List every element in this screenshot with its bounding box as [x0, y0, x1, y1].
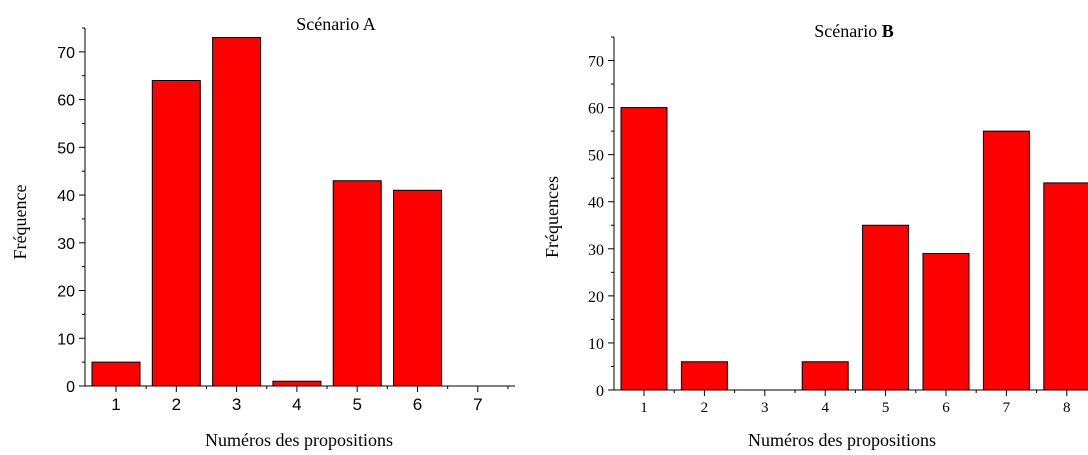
bar-2: [680, 361, 728, 391]
bar-1: [91, 361, 141, 387]
x-tick-label: 1: [640, 400, 648, 416]
bar-3: [212, 37, 262, 387]
y-tick-label: 40: [588, 195, 604, 212]
x-tick-label: 2: [701, 400, 709, 416]
y-axis-label: Fréquences: [544, 176, 562, 258]
x-tick-label: 5: [352, 395, 361, 414]
x-tick-label: 7: [1003, 400, 1011, 416]
bar-4: [272, 380, 322, 387]
chart-title-bold: B: [882, 21, 894, 41]
y-tick-label: 40: [57, 188, 75, 205]
x-tick-label: 4: [821, 400, 829, 416]
x-tick-label: 6: [942, 400, 950, 416]
y-tick-label: 20: [57, 284, 75, 301]
bar-1: [620, 107, 668, 391]
y-tick-label: 50: [588, 148, 604, 165]
y-tick-label: 10: [588, 336, 604, 353]
bar-7: [982, 130, 1030, 391]
x-tick-label: 3: [761, 400, 769, 416]
x-tick-label: 1: [111, 395, 120, 414]
chart-scenario-b: Scénario B Fréquences Numéros des propos…: [544, 21, 1088, 450]
chart-title-plain: Scénario: [814, 21, 881, 41]
y-tick-label: 70: [588, 54, 604, 71]
y-tick-label: 0: [596, 383, 604, 400]
bar-4: [801, 361, 849, 391]
y-tick-label: 60: [57, 93, 75, 110]
bar-6: [922, 253, 970, 391]
x-tick-label: 3: [232, 395, 241, 414]
bar-8: [1043, 182, 1088, 391]
y-tick-label: 70: [57, 45, 75, 62]
y-tick-label: 30: [588, 242, 604, 259]
x-tick-label: 8: [1063, 400, 1071, 416]
bar-5: [862, 224, 910, 391]
x-tick-label: 2: [172, 395, 181, 414]
y-tick-label: 0: [66, 379, 75, 396]
x-axis-label: Numéros des propositions: [205, 430, 393, 450]
x-tick-label: 4: [292, 395, 301, 414]
chart-title: Scénario A: [296, 14, 375, 34]
y-tick-label: 10: [57, 331, 75, 348]
y-axis-label: Fréquence: [10, 185, 30, 260]
y-tick-label: 30: [57, 236, 75, 253]
y-tick-label: 60: [588, 101, 604, 118]
bar-5: [332, 180, 382, 387]
chart-title: Scénario B: [814, 21, 894, 41]
chart-scenario-a: Scénario A Fréquence Numéros des proposi…: [10, 14, 515, 450]
bar-2: [151, 80, 201, 387]
x-tick-label: 5: [882, 400, 890, 416]
y-tick-label: 50: [57, 140, 75, 157]
y-tick-label: 20: [588, 289, 604, 306]
bar-6: [393, 189, 442, 387]
x-axis-label: Numéros des propositions: [748, 430, 936, 450]
x-tick-label: 7: [473, 395, 482, 414]
x-tick-label: 6: [413, 395, 422, 414]
